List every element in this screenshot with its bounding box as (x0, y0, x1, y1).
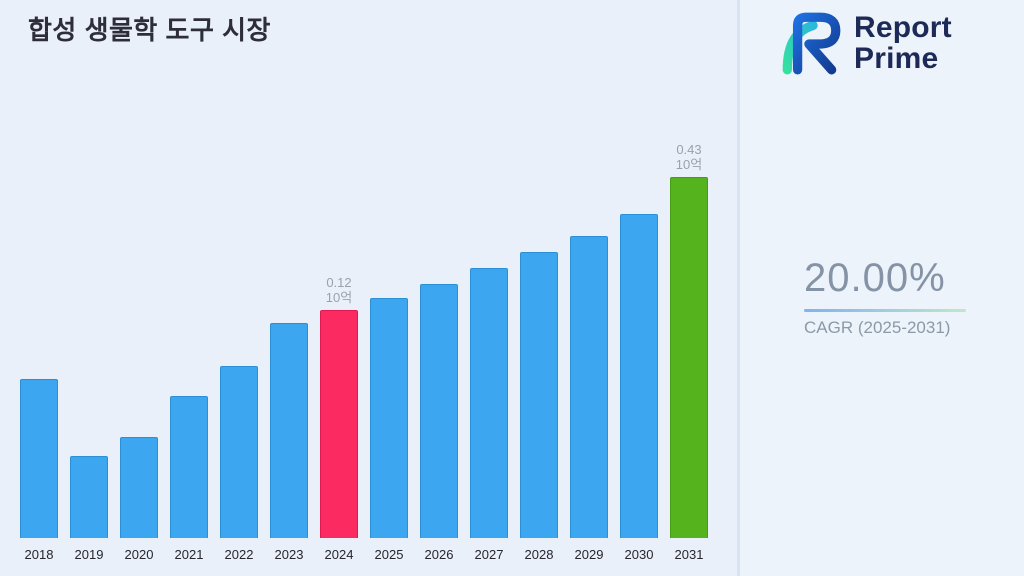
x-tick-2025: 2025 (374, 547, 404, 562)
bar-2022 (220, 366, 258, 538)
x-tick-2028: 2028 (524, 547, 554, 562)
x-tick-2018: 2018 (24, 547, 54, 562)
cagr-label: CAGR (2025-2031) (804, 318, 951, 337)
bar-chart: 2018 2019 2020 2021 2022 2023 0.12 10억 2024 2025 2… (20, 44, 708, 564)
x-tick-2020: 2020 (124, 547, 154, 562)
x-tick-2022: 2022 (224, 547, 254, 562)
bar-2030 (620, 214, 658, 538)
bar-column-2022: 2022 (220, 44, 258, 564)
x-tick-2023: 2023 (274, 547, 304, 562)
bar-2026 (420, 284, 458, 538)
x-tick-2030: 2030 (624, 547, 654, 562)
x-tick-2031: 2031 (674, 547, 704, 562)
bar-2027 (470, 268, 508, 538)
x-tick-2029: 2029 (574, 547, 604, 562)
chart-panel: 합성 생물학 도구 시장 2018 2019 2020 2021 2022 2023 0.1… (20, 15, 708, 564)
cagr-underline (804, 309, 966, 312)
bar-2023 (270, 323, 308, 538)
bar-2025 (370, 298, 408, 538)
x-tick-2021: 2021 (174, 547, 204, 562)
x-tick-2027: 2027 (474, 547, 504, 562)
cagr-value: 20.00% (804, 256, 946, 300)
bar-2024 (320, 310, 358, 538)
bar-column-2027: 2027 (470, 44, 508, 564)
x-tick-2024: 2024 (324, 547, 354, 562)
bar-2019 (70, 456, 108, 538)
bar-2021 (170, 396, 208, 538)
x-tick-2026: 2026 (424, 547, 454, 562)
chart-title: 합성 생물학 도구 시장 (28, 15, 271, 45)
bar-column-2025: 2025 (370, 44, 408, 564)
brand-line2: Prime (854, 42, 939, 75)
panel-divider (737, 0, 740, 576)
bar-column-2019: 2019 (70, 44, 108, 564)
brand-name: Report Prime (854, 12, 952, 74)
brand-line1: Report (854, 11, 952, 44)
bar-column-2031: 0.43 10억 2031 (670, 44, 708, 564)
x-tick-2019: 2019 (74, 547, 104, 562)
bar-2028 (520, 252, 558, 538)
cagr-stat: 20.00% CAGR (2025-2031) (804, 256, 972, 338)
bar-2031 (670, 177, 708, 538)
brand: Report Prime (778, 10, 952, 76)
bar-2020 (120, 437, 158, 538)
bar-column-2021: 2021 (170, 44, 208, 564)
bar-column-2020: 2020 (120, 44, 158, 564)
bar-annotation-2031: 0.43 10억 (675, 142, 703, 172)
side-panel: Report Prime 20.00% CAGR (2025-2031) (740, 0, 1024, 576)
bar-2029 (570, 236, 608, 538)
bar-column-2029: 2029 (570, 44, 608, 564)
bar-column-2030: 2030 (620, 44, 658, 564)
bar-column-2024: 0.12 10억 2024 (320, 44, 358, 564)
bar-2018 (20, 379, 58, 538)
bar-column-2023: 2023 (270, 44, 308, 564)
bar-column-2028: 2028 (520, 44, 558, 564)
bar-column-2018: 2018 (20, 44, 58, 564)
report-prime-logo-icon (778, 10, 844, 76)
bar-annotation-2024: 0.12 10억 (325, 275, 353, 305)
bar-column-2026: 2026 (420, 44, 458, 564)
